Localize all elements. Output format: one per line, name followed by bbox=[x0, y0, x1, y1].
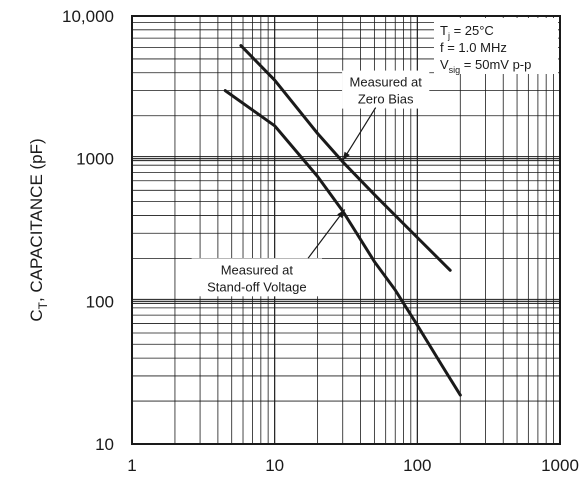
annotation-zero-bias: Measured at Zero Bias bbox=[342, 70, 430, 161]
y-tick-label: 10,000 bbox=[62, 7, 114, 26]
annotation-text: Zero Bias bbox=[358, 92, 414, 107]
annotations: Measured at Zero Bias Measured at Stand-off… bbox=[191, 70, 430, 297]
series-zero-bias-line bbox=[239, 44, 452, 272]
x-tick-label: 1 bbox=[127, 456, 136, 475]
conditions-box: Tj = 25°C f = 1.0 MHz Vsig = 50mV p-p bbox=[434, 18, 558, 75]
condition-tj: Tj = 25°C bbox=[440, 23, 494, 41]
x-tick-label: 100 bbox=[403, 456, 431, 475]
arrowhead-icon bbox=[337, 209, 345, 219]
x-tick-label: 1000 bbox=[541, 456, 579, 475]
y-tick-label: 10 bbox=[95, 435, 114, 454]
annotation-arrow-line bbox=[307, 209, 346, 259]
y-tick-label: 1000 bbox=[76, 150, 114, 169]
x-tick-labels: 1 10 100 1000 bbox=[127, 456, 579, 475]
x-tick-label: 10 bbox=[265, 456, 284, 475]
annotation-text: Measured at bbox=[350, 75, 423, 90]
condition-vsig: Vsig = 50mV p-p bbox=[440, 57, 531, 75]
y-axis-label: CT, CAPACITANCE (pF) bbox=[27, 138, 50, 321]
condition-freq: f = 1.0 MHz bbox=[440, 40, 507, 55]
annotation-background bbox=[342, 70, 430, 109]
annotation-standoff: Measured at Stand-off Voltage bbox=[191, 209, 346, 297]
series-standoff-line bbox=[223, 89, 462, 397]
annotation-arrow-line bbox=[342, 107, 377, 161]
y-tick-label: 100 bbox=[86, 292, 114, 311]
annotation-text: Measured at bbox=[221, 262, 294, 277]
series-layer bbox=[223, 44, 462, 397]
annotation-text: Stand-off Voltage bbox=[207, 279, 307, 294]
annotation-background bbox=[191, 258, 323, 297]
arrowhead-icon bbox=[342, 151, 350, 161]
y-tick-labels: 10 100 1000 10,000 bbox=[62, 7, 114, 454]
plot-frame bbox=[131, 15, 561, 445]
